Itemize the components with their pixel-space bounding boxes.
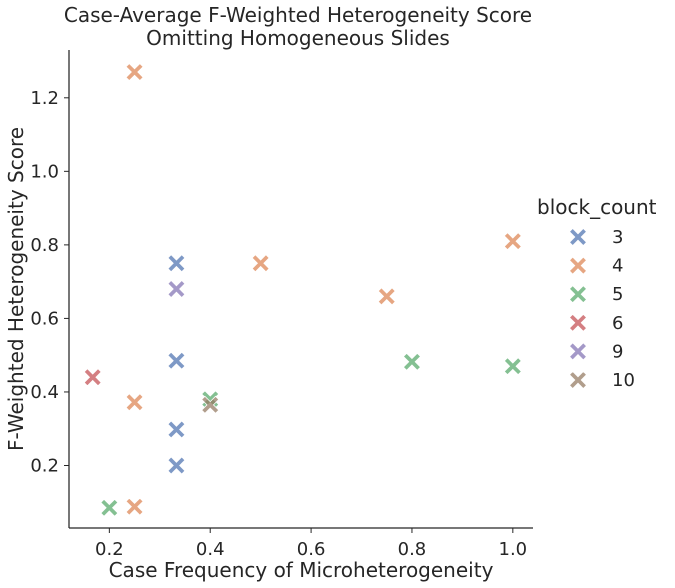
data-point[interactable] [125, 62, 144, 82]
legend-label-9: 9 [612, 341, 623, 362]
y-tick-label: 1.0 [30, 161, 59, 182]
legend-label-3: 3 [612, 227, 623, 248]
legend-marker-10 [568, 370, 588, 390]
y-tick-label: 0.2 [30, 455, 59, 476]
legend-label-10: 10 [612, 370, 635, 391]
y-tick-label: 0.4 [30, 382, 59, 403]
series-9 [167, 279, 186, 299]
chart-title-line-1: Case-Average F-Weighted Heterogeneity Sc… [64, 3, 532, 27]
x-tick-label: 0.2 [95, 539, 124, 560]
data-point[interactable] [503, 232, 522, 251]
x-axis-label: Case Frequency of Microheterogeneity [109, 558, 494, 582]
series-3 [167, 254, 186, 475]
legend-marker-3 [568, 227, 588, 247]
data-point[interactable] [167, 420, 186, 439]
legend-marker-6 [568, 313, 588, 332]
series-4 [125, 62, 522, 516]
data-point[interactable] [83, 368, 102, 387]
data-point[interactable] [100, 498, 119, 517]
y-tick-label: 0.8 [30, 235, 59, 256]
x-tick-label: 0.6 [297, 539, 326, 560]
data-point[interactable] [167, 254, 186, 273]
x-tick-label: 0.8 [398, 539, 427, 560]
x-tick-label: 0.4 [196, 539, 225, 560]
x-axis-ticks: 0.2 0.4 0.6 0.8 1.0 [95, 528, 527, 560]
x-tick-label: 1.0 [499, 539, 528, 560]
series-5 [100, 352, 522, 517]
y-tick-label: 0.6 [30, 308, 59, 329]
legend-marker-9 [568, 342, 588, 361]
legend-label-5: 5 [612, 284, 623, 305]
legend-label-4: 4 [612, 256, 623, 277]
legend-marker-5 [568, 285, 588, 304]
chart-title-line-2: Omitting Homogeneous Slides [146, 26, 450, 50]
y-axis-label: F-Weighted Heterogeneity Score [4, 127, 28, 451]
legend: block_count 3 4 5 6 9 10 [537, 195, 657, 391]
data-point[interactable] [167, 279, 186, 299]
data-point[interactable] [125, 497, 144, 516]
data-point[interactable] [167, 456, 186, 475]
data-point[interactable] [402, 352, 422, 371]
data-point[interactable] [201, 395, 220, 414]
data-point[interactable] [251, 254, 270, 273]
y-tick-label: 1.2 [30, 88, 59, 109]
series-10 [201, 395, 220, 414]
legend-title: block_count [537, 195, 657, 219]
plot-area [83, 62, 522, 517]
data-point[interactable] [377, 287, 396, 306]
legend-marker-4 [568, 256, 588, 275]
series-6 [83, 368, 102, 387]
y-axis-ticks: 0.2 0.4 0.6 0.8 1.0 1.2 [30, 88, 69, 476]
data-point[interactable] [503, 357, 522, 376]
legend-label-6: 6 [612, 313, 623, 334]
data-point[interactable] [125, 393, 144, 412]
data-point[interactable] [167, 351, 186, 370]
